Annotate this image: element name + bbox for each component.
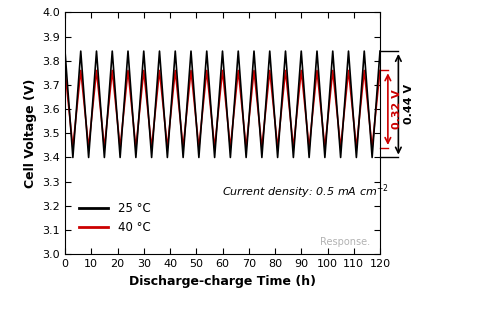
Text: Response.: Response. [320, 237, 370, 247]
Y-axis label: Cell Voltage (V): Cell Voltage (V) [24, 79, 37, 188]
Text: 0.32 V: 0.32 V [392, 89, 402, 129]
Text: 0.44 V: 0.44 V [404, 84, 413, 124]
X-axis label: Discharge-charge Time (h): Discharge-charge Time (h) [129, 275, 316, 288]
Text: Current density: 0.5 mA cm$^{-2}$: Current density: 0.5 mA cm$^{-2}$ [222, 182, 390, 201]
Legend: 25 °C, 40 °C: 25 °C, 40 °C [74, 197, 155, 239]
